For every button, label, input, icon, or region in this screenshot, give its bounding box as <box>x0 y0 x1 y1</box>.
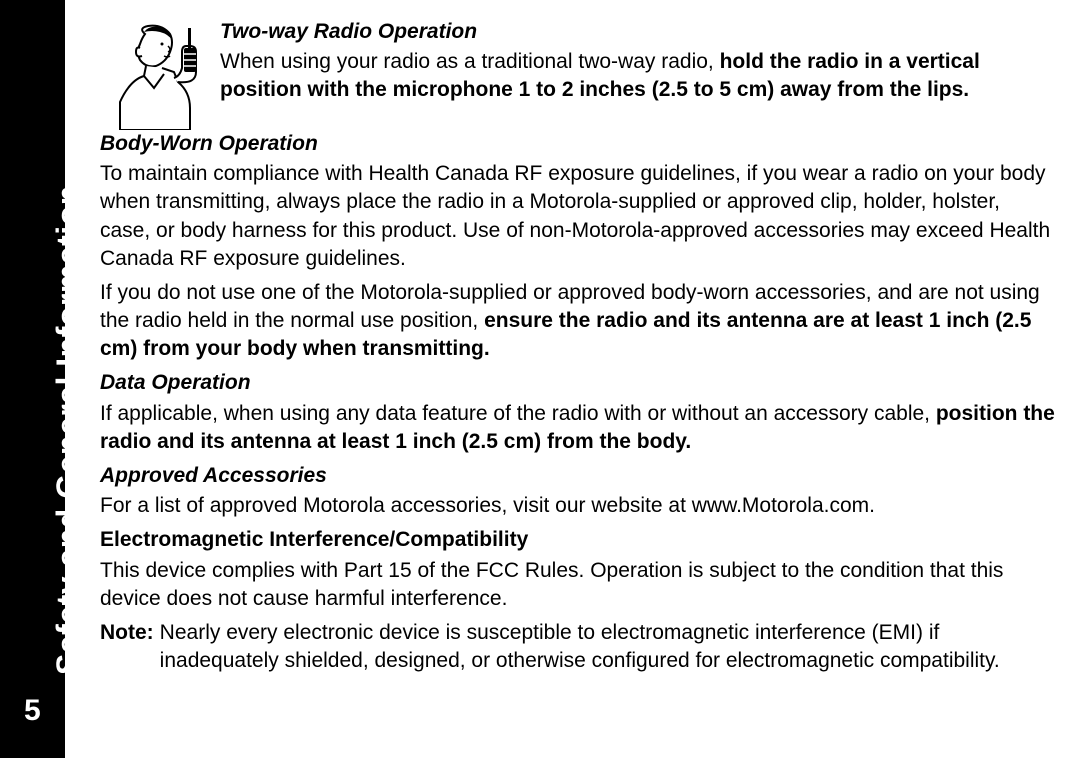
heading-body-worn: Body-Worn Operation <box>100 130 1055 158</box>
note-label: Note: <box>100 619 160 675</box>
main-content: Two-way Radio Operation When using your … <box>100 18 1055 675</box>
page-number: 5 <box>24 694 41 728</box>
para-body-worn-1: To maintain compliance with Health Canad… <box>100 160 1055 273</box>
sidebar: Safety and General Information 5 <box>0 0 65 758</box>
para-data-op: If applicable, when using any data featu… <box>100 400 1055 456</box>
heading-emi: Electromagnetic Interference/Compatibili… <box>100 526 1055 554</box>
note-row: Note: Nearly every electronic device is … <box>100 619 1055 675</box>
para-two-way: When using your radio as a traditional t… <box>100 48 1055 104</box>
para-emi: This device complies with Part 15 of the… <box>100 557 1055 613</box>
note-text: Nearly every electronic device is suscep… <box>160 619 1055 675</box>
person-holding-radio-icon <box>100 22 210 130</box>
heading-data-op: Data Operation <box>100 369 1055 397</box>
text: When using your radio as a traditional t… <box>220 50 720 73</box>
sidebar-title: Safety and General Information <box>50 185 87 675</box>
heading-two-way: Two-way Radio Operation <box>100 18 1055 46</box>
para-approved: For a list of approved Motorola accessor… <box>100 492 1055 520</box>
text: If applicable, when using any data featu… <box>100 402 936 425</box>
heading-approved: Approved Accessories <box>100 462 1055 490</box>
para-body-worn-2: If you do not use one of the Motorola-su… <box>100 279 1055 363</box>
